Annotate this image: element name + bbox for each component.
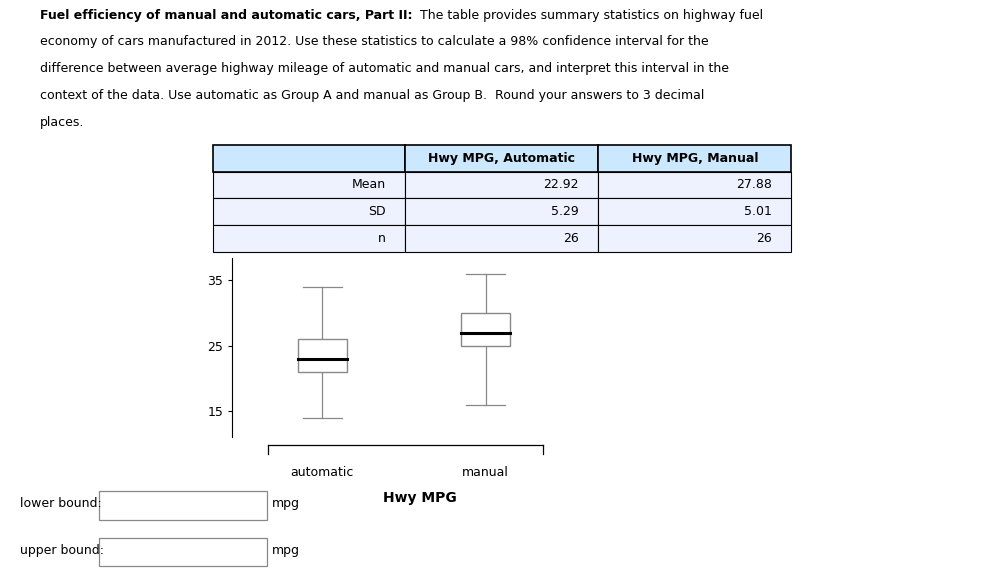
Text: manual: manual — [462, 466, 509, 478]
Bar — [298, 339, 347, 372]
Text: Fuel efficiency of manual and automatic cars, Part II:: Fuel efficiency of manual and automatic … — [40, 9, 412, 21]
Text: places.: places. — [40, 116, 84, 129]
Text: mpg: mpg — [272, 544, 300, 558]
Text: upper bound:: upper bound: — [20, 544, 104, 558]
Text: context of the data. Use automatic as Group A and manual as Group B.  Round your: context of the data. Use automatic as Gr… — [40, 89, 704, 102]
Text: economy of cars manufactured in 2012. Use these statistics to calculate a 98% co: economy of cars manufactured in 2012. Us… — [40, 35, 708, 49]
FancyBboxPatch shape — [99, 538, 267, 566]
Text: lower bound:: lower bound: — [20, 497, 102, 511]
Text: automatic: automatic — [291, 466, 354, 478]
Text: mpg: mpg — [272, 497, 300, 511]
FancyBboxPatch shape — [99, 492, 267, 519]
Bar — [461, 313, 510, 346]
Text: The table provides summary statistics on highway fuel: The table provides summary statistics on… — [412, 9, 764, 21]
Text: difference between average highway mileage of automatic and manual cars, and int: difference between average highway milea… — [40, 62, 729, 75]
Text: Hwy MPG: Hwy MPG — [384, 491, 457, 505]
